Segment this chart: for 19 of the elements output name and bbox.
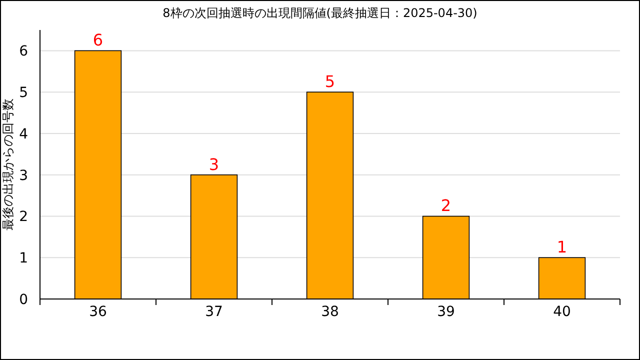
data-label: 5	[324, 72, 336, 92]
data-label: 1	[556, 238, 568, 257]
data-label: 2	[440, 196, 452, 216]
y-axis-title: 最後の出現からの回号数	[1, 98, 15, 230]
x-tick-label: 36	[89, 304, 107, 320]
y-tick-label: 5	[19, 85, 28, 102]
y-tick-label: 6	[19, 44, 28, 60]
chart-title: 8枠の次回抽選時の出現間隔値(最終抽選日：2025-04-30)	[162, 6, 478, 20]
y-tick-label: 4	[19, 126, 28, 142]
data-label: 3	[208, 154, 220, 174]
y-tick-label: 3	[19, 168, 28, 184]
data-label: 6	[92, 30, 104, 50]
x-tick-label: 37	[205, 304, 223, 320]
y-tick-label: 2	[19, 209, 28, 226]
y-tick-label: 0	[19, 292, 28, 308]
x-tick-label: 39	[437, 304, 455, 320]
x-tick-label: 38	[321, 304, 339, 320]
y-tick-label: 1	[19, 250, 28, 267]
x-tick-label: 40	[553, 304, 571, 320]
